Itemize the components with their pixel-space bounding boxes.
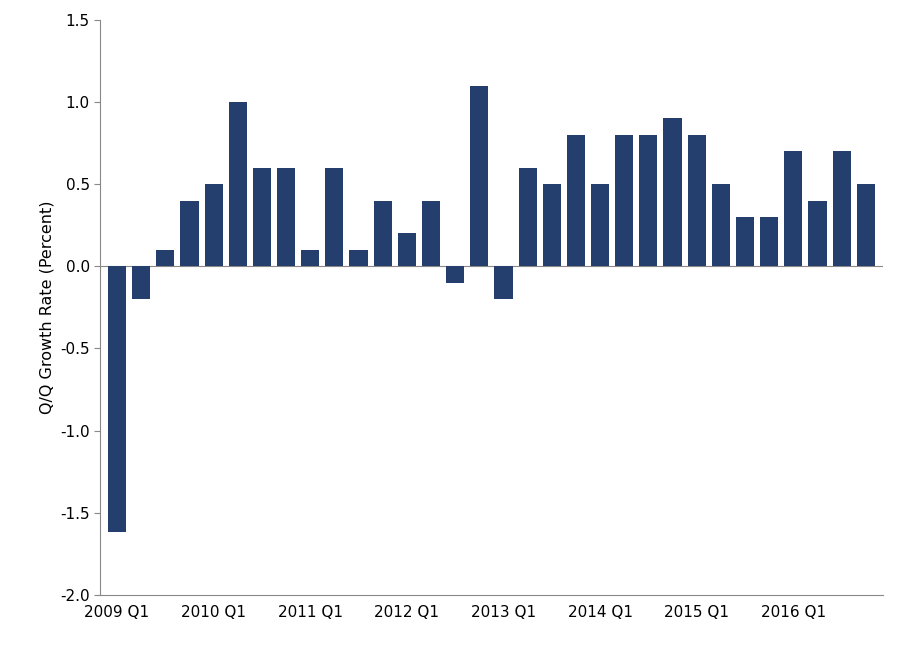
Bar [422,200,440,266]
Bar [615,135,633,266]
Bar [301,250,319,266]
Y-axis label: Q/Q Growth Rate (Percent): Q/Q Growth Rate (Percent) [39,201,55,414]
Bar [494,266,512,299]
Bar [374,200,392,266]
Bar [446,266,464,283]
Bar [253,168,271,266]
Bar [808,200,826,266]
Bar [470,85,489,266]
Bar [736,217,754,266]
Bar [760,217,778,266]
Bar [228,102,247,266]
Bar [398,233,416,266]
Bar [205,184,223,266]
Bar [640,135,657,266]
Bar [567,135,585,266]
Bar [688,135,706,266]
Bar [542,184,561,266]
Bar [712,184,730,266]
Bar [349,250,368,266]
Bar [833,151,851,266]
Bar [519,168,537,266]
Bar [157,250,175,266]
Bar [591,184,609,266]
Bar [326,168,343,266]
Bar [180,200,198,266]
Bar [277,168,295,266]
Bar [108,266,126,533]
Bar [132,266,150,299]
Bar [856,184,875,266]
Bar [784,151,803,266]
Bar [663,118,682,266]
